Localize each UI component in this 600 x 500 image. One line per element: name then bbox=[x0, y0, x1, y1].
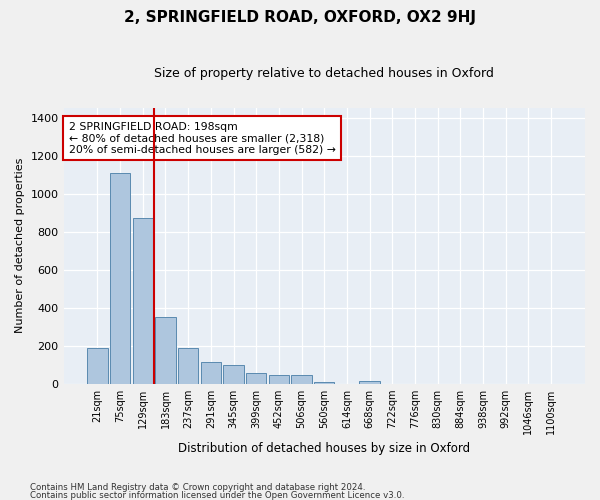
Bar bbox=[359, 380, 380, 384]
Text: Contains HM Land Registry data © Crown copyright and database right 2024.: Contains HM Land Registry data © Crown c… bbox=[30, 484, 365, 492]
Bar bbox=[87, 348, 107, 384]
Bar bbox=[246, 373, 266, 384]
Text: Contains public sector information licensed under the Open Government Licence v3: Contains public sector information licen… bbox=[30, 490, 404, 500]
Bar bbox=[292, 375, 312, 384]
Bar bbox=[200, 362, 221, 384]
Bar bbox=[155, 317, 176, 384]
Title: Size of property relative to detached houses in Oxford: Size of property relative to detached ho… bbox=[154, 68, 494, 80]
Bar bbox=[110, 172, 130, 384]
Text: 2 SPRINGFIELD ROAD: 198sqm
← 80% of detached houses are smaller (2,318)
20% of s: 2 SPRINGFIELD ROAD: 198sqm ← 80% of deta… bbox=[69, 122, 335, 155]
Bar bbox=[269, 375, 289, 384]
Bar bbox=[133, 218, 153, 384]
Y-axis label: Number of detached properties: Number of detached properties bbox=[15, 158, 25, 334]
Bar bbox=[178, 348, 199, 384]
X-axis label: Distribution of detached houses by size in Oxford: Distribution of detached houses by size … bbox=[178, 442, 470, 455]
Bar bbox=[314, 382, 334, 384]
Bar bbox=[223, 364, 244, 384]
Text: 2, SPRINGFIELD ROAD, OXFORD, OX2 9HJ: 2, SPRINGFIELD ROAD, OXFORD, OX2 9HJ bbox=[124, 10, 476, 25]
